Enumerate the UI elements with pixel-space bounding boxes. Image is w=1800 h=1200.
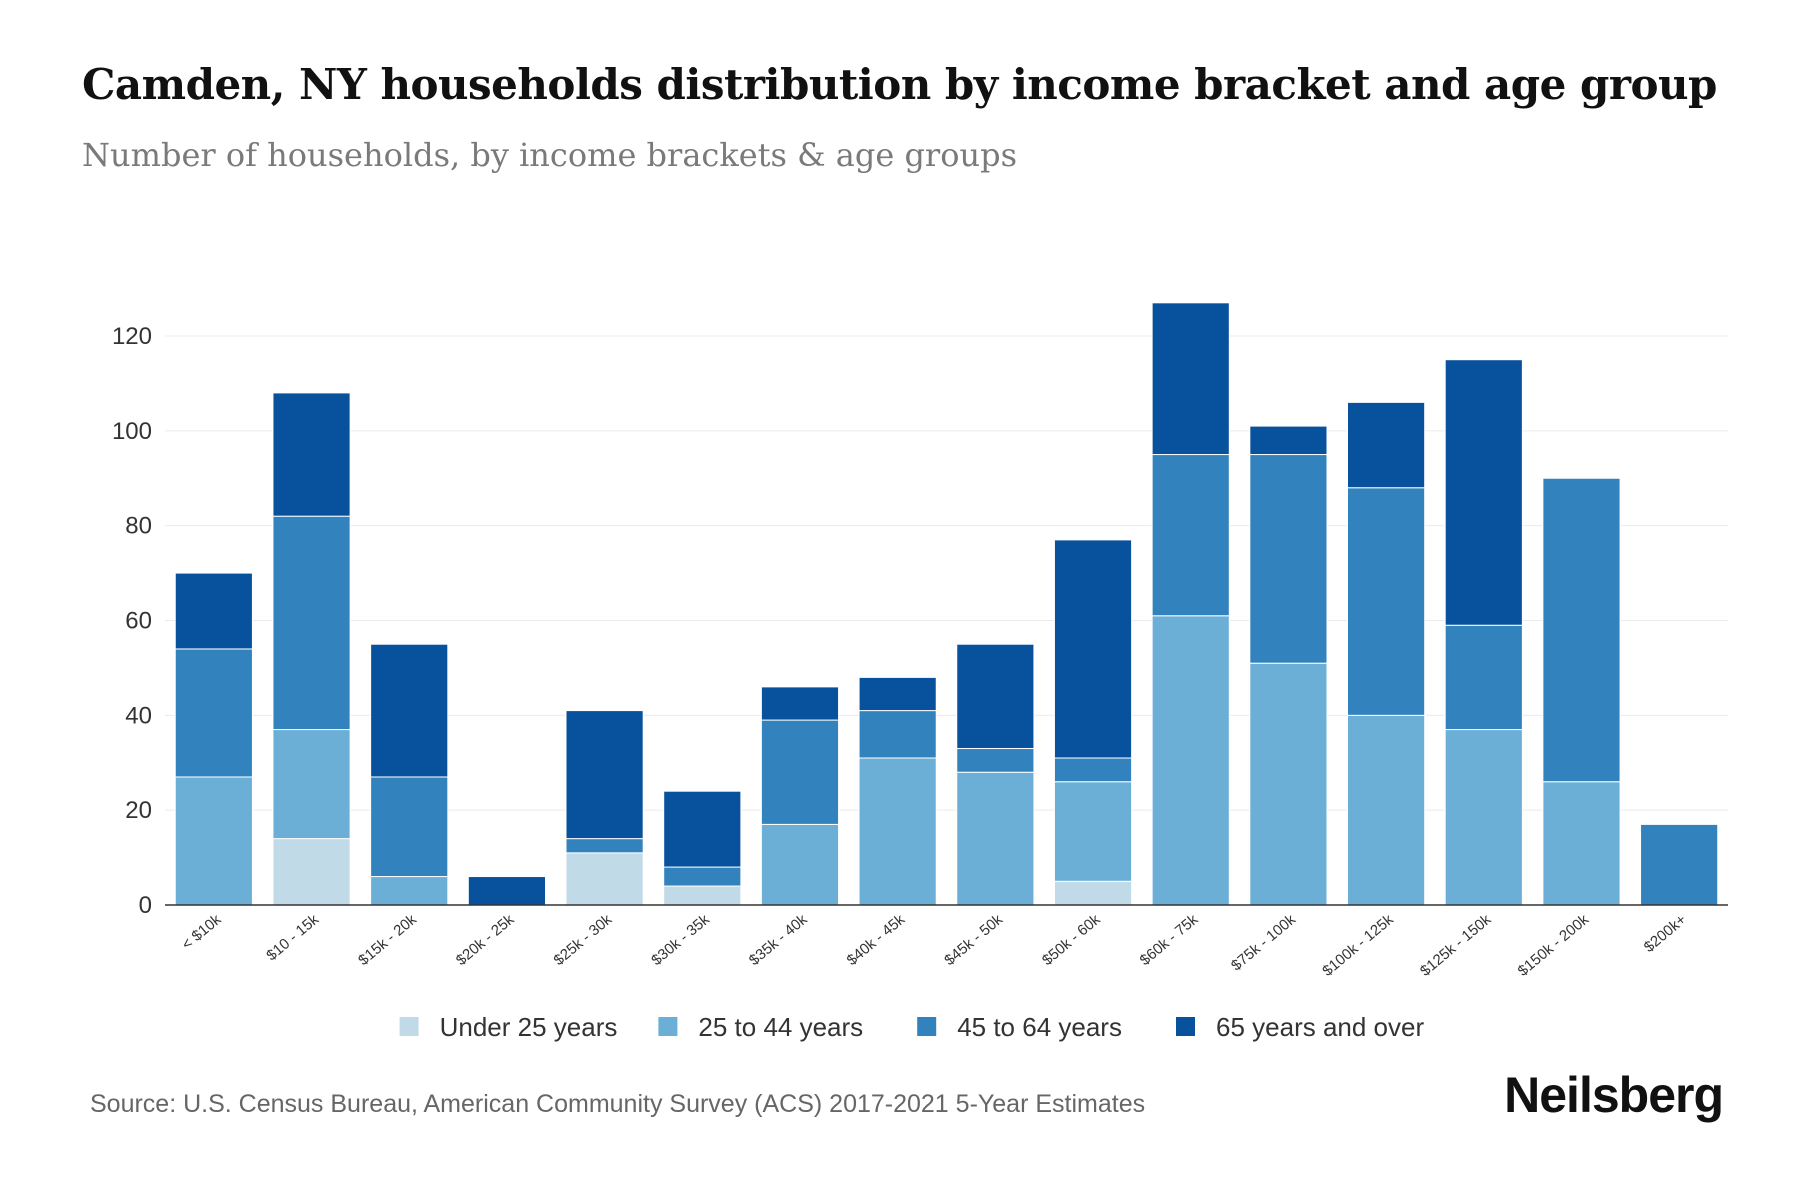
bar-segment — [1249, 454, 1328, 664]
bar-segment — [1542, 477, 1621, 783]
chart-subtitle: Number of households, by income brackets… — [82, 136, 1017, 174]
bar-segment — [858, 676, 937, 712]
bar-segment — [370, 776, 449, 878]
x-tick-label: $45k - 50k — [941, 911, 1006, 969]
legend-swatch — [658, 1017, 678, 1036]
bar-segment — [174, 572, 253, 650]
bar-segment — [565, 852, 644, 906]
y-tick-label: 0 — [139, 892, 152, 919]
bar-segment — [174, 776, 253, 906]
bar-segment — [1542, 781, 1621, 906]
bar-segment — [1347, 487, 1426, 716]
bar-segment — [663, 866, 742, 887]
x-tick-label: $100k - 125k — [1319, 911, 1397, 980]
bar-segment — [760, 719, 840, 825]
legend-label: Under 25 years — [440, 1012, 618, 1042]
legend-label: 25 to 44 years — [698, 1012, 863, 1042]
bar-segment — [565, 710, 644, 840]
bar-segment — [1151, 302, 1230, 456]
brand-logo: Neilsberg — [1504, 1067, 1724, 1123]
bar-segment — [467, 876, 546, 906]
bar-segment — [565, 838, 644, 854]
x-tick-label: $200k+ — [1641, 911, 1690, 956]
legend-swatch — [917, 1017, 937, 1036]
bar-segment — [663, 790, 742, 868]
bar-segment — [760, 686, 840, 721]
bar-segment — [1053, 880, 1133, 906]
bar-segment — [858, 710, 937, 759]
bar-segment — [272, 729, 351, 840]
bar-segment — [956, 748, 1035, 773]
x-tick-label: $35k - 40k — [746, 911, 811, 969]
x-tick-label: $15k - 20k — [355, 911, 420, 969]
x-tick-label: $20k - 25k — [453, 911, 518, 969]
bar-segment — [272, 838, 351, 906]
legend: Under 25 years 25 to 44 years 45 to 64 yea… — [399, 1012, 1424, 1042]
y-tick-label: 100 — [112, 418, 152, 445]
bar-segment — [1151, 615, 1230, 906]
legend-swatch — [1176, 1017, 1195, 1036]
x-tick-label: $150k - 200k — [1515, 911, 1593, 980]
bar-segment — [370, 643, 449, 778]
bar-segment — [272, 515, 351, 731]
bar-segment — [1444, 624, 1523, 731]
y-tick-label: 120 — [112, 323, 152, 350]
x-tick-label: < $10k — [179, 911, 225, 954]
bar-segment — [370, 876, 449, 906]
bar-segment — [858, 757, 937, 906]
bar-segment — [1249, 425, 1328, 456]
x-tick-label: $125k - 150k — [1417, 911, 1495, 980]
bar-segment — [663, 885, 742, 906]
bar-segment — [1053, 539, 1133, 759]
bar-segment — [1151, 454, 1230, 617]
bar-segment — [1347, 401, 1426, 489]
x-tick-label: $10 - 15k — [263, 911, 322, 965]
legend-label: 45 to 64 years — [957, 1012, 1122, 1042]
bar-segment — [174, 648, 253, 778]
bar-segment — [1249, 662, 1328, 906]
source-note: Source: U.S. Census Bureau, American Com… — [90, 1090, 1146, 1118]
bar-segment — [956, 643, 1035, 750]
x-tick-label: $40k - 45k — [844, 911, 909, 969]
y-tick-label: 20 — [125, 797, 152, 824]
x-tick-label: $50k - 60k — [1039, 911, 1104, 969]
bar-segment — [1444, 729, 1523, 906]
bar-segment — [1444, 359, 1523, 626]
bar-segment — [1640, 823, 1719, 906]
chart-title: Camden, NY households distribution by in… — [82, 60, 1717, 109]
y-tick-label: 40 — [125, 702, 152, 729]
bar-segment — [956, 771, 1035, 906]
legend-label: 65 years and over — [1216, 1012, 1424, 1042]
bar-segment — [1053, 781, 1133, 882]
y-tick-label: 80 — [125, 513, 152, 540]
x-tick-label: $25k - 30k — [551, 911, 616, 969]
bar-segment — [760, 823, 840, 906]
bars-layer — [174, 302, 1719, 906]
y-tick-label: 60 — [125, 608, 152, 635]
bar-segment — [1347, 714, 1426, 906]
x-tick-label: $30k - 35k — [648, 911, 713, 969]
bar-segment — [1053, 757, 1133, 783]
legend-swatch — [399, 1017, 419, 1036]
x-tick-label: $60k - 75k — [1137, 911, 1202, 969]
x-tick-label: $75k - 100k — [1228, 911, 1299, 975]
bar-segment — [272, 392, 351, 517]
